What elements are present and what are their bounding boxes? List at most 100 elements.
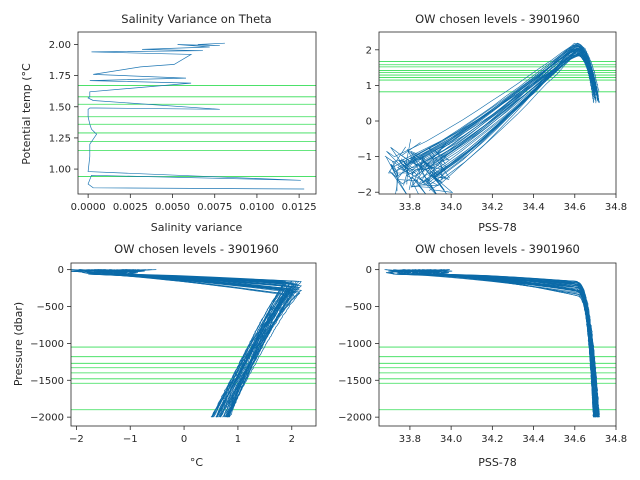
panel3-xlabel: °C xyxy=(190,456,204,469)
panel-salinity-variance: Salinity Variance on Theta Salinity vari… xyxy=(20,12,317,234)
y-tick-label: 0 xyxy=(366,117,372,128)
x-tick-label: 34.0 xyxy=(440,202,462,213)
profiles-group xyxy=(384,42,600,194)
salinity-profile-line xyxy=(412,269,597,418)
temperature-profile-line xyxy=(109,269,303,418)
y-tick-label: −1000 xyxy=(30,339,64,350)
salinity-profile-line xyxy=(418,269,595,418)
panel-pressure-temperature: OW chosen levels - 3901960 °C Pressure (… xyxy=(12,242,317,469)
panel-theta-salinity: OW chosen levels - 3901960 PSS-78 33.8 34… xyxy=(357,12,627,234)
x-tick-label: 0.0025 xyxy=(113,202,148,213)
x-tick-label: 34.8 xyxy=(605,202,627,213)
ts-profile-line xyxy=(420,46,594,194)
salinity-profile-line xyxy=(401,269,599,418)
temperature-profile-line xyxy=(93,269,288,418)
ts-profile-line xyxy=(430,55,596,194)
variance-line xyxy=(87,42,305,190)
salinity-profile-line xyxy=(403,269,598,418)
ts-profile-line xyxy=(440,48,597,181)
salinity-profile-line xyxy=(420,269,596,418)
profiles-group xyxy=(384,269,600,418)
x-tick-label: 0.0050 xyxy=(155,202,190,213)
panel1-xlabel: Salinity variance xyxy=(151,221,243,234)
y-tick-label: −1000 xyxy=(338,339,372,350)
x-tick-label: 34.8 xyxy=(605,434,627,445)
x-tick-label: 33.8 xyxy=(399,202,421,213)
axes-frame xyxy=(70,262,317,427)
ts-profile-line xyxy=(421,49,597,194)
y-tick-label: 1.25 xyxy=(49,133,71,144)
ts-profile-line xyxy=(398,47,595,186)
ts-profile-line xyxy=(390,48,599,192)
axes-frame xyxy=(77,31,317,195)
salinity-profile-line xyxy=(407,269,599,418)
y-tick-label: −2000 xyxy=(30,413,64,424)
ts-profile-line xyxy=(428,47,598,180)
x-tick-label: 0.0125 xyxy=(282,202,317,213)
temperature-profile-line xyxy=(71,269,297,418)
x-tick-label: 1 xyxy=(235,434,241,445)
panel2-xlabel: PSS-78 xyxy=(478,221,517,234)
y-tick-label: 2.00 xyxy=(49,40,71,51)
ts-profile-line xyxy=(389,45,599,194)
temperature-profile-line xyxy=(118,269,302,418)
x-tick-label: 34.6 xyxy=(564,202,586,213)
y-tick-label: −2000 xyxy=(338,413,372,424)
y-tick-label: −500 xyxy=(345,302,372,313)
y-tick-label: 1.00 xyxy=(49,165,71,176)
temperature-profile-line xyxy=(93,269,294,418)
panel1-title: Salinity Variance on Theta xyxy=(121,12,271,26)
x-tick-label: −2 xyxy=(69,434,84,445)
y-tick-label: 1.50 xyxy=(49,102,71,113)
y-tick-label: −500 xyxy=(37,302,64,313)
salinity-profile-line xyxy=(413,269,596,418)
panel2-plot: 33.8 34.0 34.2 34.4 34.6 34.8 −2 −1 0 1 2 xyxy=(357,31,627,213)
x-tick-label: 34.6 xyxy=(564,434,586,445)
salinity-profile-line xyxy=(418,269,596,418)
x-tick-label: 34.0 xyxy=(440,434,462,445)
panel2-title: OW chosen levels - 3901960 xyxy=(415,12,580,26)
salinity-profile-line xyxy=(428,269,595,418)
y-tick-label: −1500 xyxy=(338,376,372,387)
panel-pressure-salinity: OW chosen levels - 3901960 PSS-78 33.8 34… xyxy=(338,242,627,469)
temperature-profile-line xyxy=(86,269,296,418)
temperature-profile-line xyxy=(110,269,301,418)
y-tick-label: −1 xyxy=(357,152,372,163)
temperature-profile-line xyxy=(110,269,293,418)
panel4-plot: 33.8 34.0 34.2 34.4 34.6 34.8 0 −500 −1000 −1500 −… xyxy=(338,262,627,445)
salinity-profile-line xyxy=(402,269,599,418)
y-tick-label: 1 xyxy=(366,81,372,92)
x-tick-label: −1 xyxy=(123,434,138,445)
panel1-plot: 0.0000 0.0025 0.0050 0.0075 0.0100 0.0125 1.00… xyxy=(49,31,317,213)
axes-frame xyxy=(378,262,617,427)
x-tick-label: 34.2 xyxy=(481,202,503,213)
y-tick-label: 2 xyxy=(366,45,372,56)
temperature-profile-line xyxy=(78,269,295,418)
profiles-group xyxy=(71,269,303,418)
x-tick-label: 34.2 xyxy=(481,434,503,445)
panel4-xlabel: PSS-78 xyxy=(478,456,517,469)
panel3-ylabel: Pressure (dbar) xyxy=(12,302,25,386)
salinity-profile-line xyxy=(432,269,595,418)
panel1-ylabel: Potential temp (°C xyxy=(20,63,33,165)
y-tick-label: −2 xyxy=(357,188,372,199)
axes-frame xyxy=(378,31,617,195)
profiles-group xyxy=(87,42,305,190)
panel3-title: OW chosen levels - 3901960 xyxy=(114,242,279,256)
ts-profile-line xyxy=(434,42,600,165)
y-tick-label: 0 xyxy=(58,265,64,276)
x-tick-label: 34.4 xyxy=(522,434,544,445)
salinity-profile-line xyxy=(435,269,600,418)
y-tick-label: 1.75 xyxy=(49,71,71,82)
x-tick-label: 0.0100 xyxy=(239,202,274,213)
panel4-title: OW chosen levels - 3901960 xyxy=(415,242,580,256)
x-tick-label: 0.0075 xyxy=(197,202,232,213)
x-tick-label: 33.8 xyxy=(399,434,421,445)
y-tick-label: 0 xyxy=(366,265,372,276)
y-tick-label: −1500 xyxy=(30,376,64,387)
salinity-profile-line xyxy=(421,269,594,418)
ts-profile-line xyxy=(406,42,599,171)
x-tick-label: 2 xyxy=(289,434,295,445)
x-tick-label: 0.0000 xyxy=(71,202,106,213)
